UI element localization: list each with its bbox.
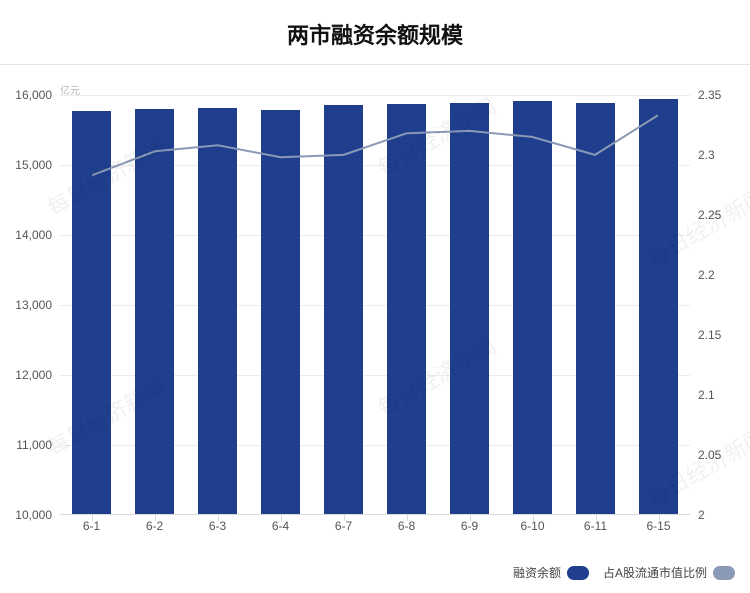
- y-right-tick-label: 2.35: [698, 88, 748, 102]
- y-left-tick-label: 11,000: [2, 438, 52, 452]
- x-tick-label: 6-7: [335, 519, 352, 533]
- y-left-tick-label: 16,000: [2, 88, 52, 102]
- legend-label: 占A股流通市值比例: [603, 564, 707, 581]
- y-left-tick-label: 15,000: [2, 158, 52, 172]
- y-left-tick-label: 10,000: [2, 508, 52, 522]
- x-tick-label: 6-1: [83, 519, 100, 533]
- x-tick-label: 6-11: [584, 519, 607, 533]
- chart-area: 10,00011,00012,00013,00014,00015,00016,0…: [60, 95, 690, 515]
- x-tick-label: 6-8: [398, 519, 415, 533]
- legend-label: 融资余额: [513, 564, 561, 581]
- title-bar: 两市融资余额规模: [0, 0, 750, 65]
- x-tick-label: 6-9: [461, 519, 478, 533]
- y-left-tick-label: 14,000: [2, 228, 52, 242]
- y-right-tick-label: 2.05: [698, 448, 748, 462]
- plot: 10,00011,00012,00013,00014,00015,00016,0…: [60, 95, 690, 515]
- legend-swatch: [713, 566, 735, 580]
- x-tick-label: 6-2: [146, 519, 163, 533]
- x-tick-label: 6-10: [520, 519, 544, 533]
- y-right-tick-label: 2.25: [698, 208, 748, 222]
- y-right-tick-label: 2.15: [698, 328, 748, 342]
- legend-item: 融资余额: [513, 564, 589, 581]
- chart-title: 两市融资余额规模: [0, 18, 750, 50]
- y-left-tick-label: 13,000: [2, 298, 52, 312]
- legend-item: 占A股流通市值比例: [603, 564, 735, 581]
- legend: 融资余额 占A股流通市值比例: [513, 564, 735, 581]
- y-right-tick-label: 2.1: [698, 388, 748, 402]
- x-tick-label: 6-15: [646, 519, 670, 533]
- line-series: [60, 95, 690, 514]
- y-right-tick-label: 2: [698, 508, 748, 522]
- y-left-tick-label: 12,000: [2, 368, 52, 382]
- x-tick-label: 6-4: [272, 519, 289, 533]
- legend-swatch: [567, 566, 589, 580]
- x-tick-label: 6-3: [209, 519, 226, 533]
- y-right-tick-label: 2.2: [698, 268, 748, 282]
- y-right-tick-label: 2.3: [698, 148, 748, 162]
